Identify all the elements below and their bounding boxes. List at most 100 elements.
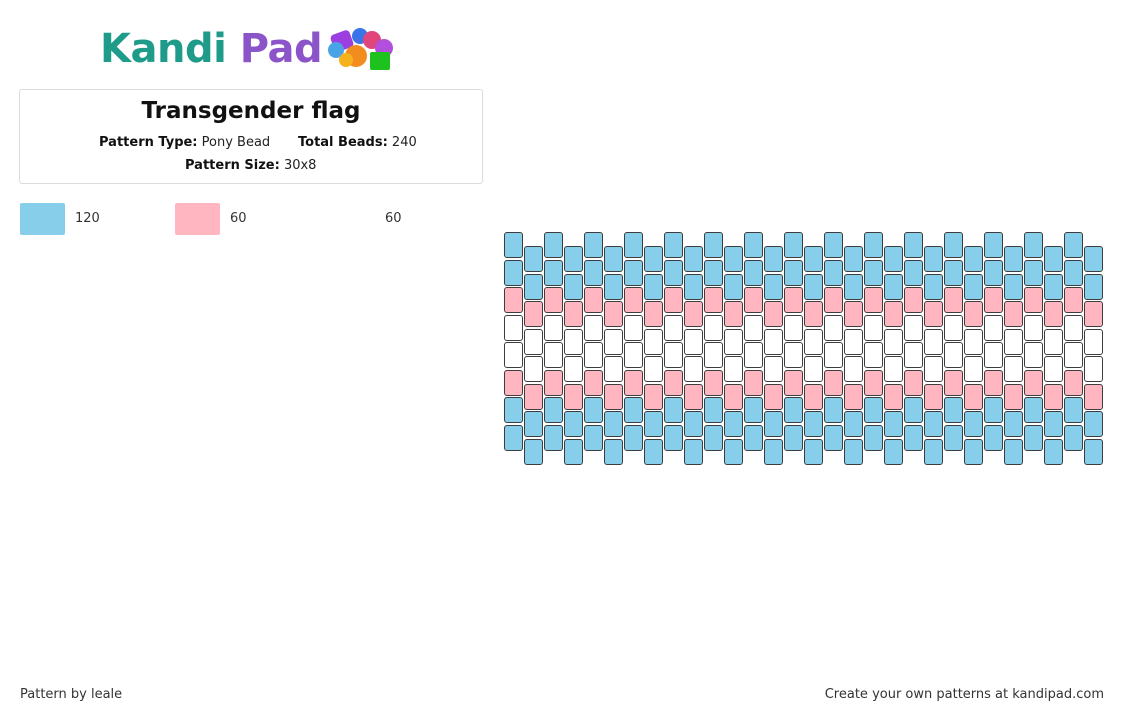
bead (504, 315, 523, 341)
bead (624, 260, 643, 286)
total-beads-value: 240 (391, 135, 417, 150)
bead (964, 439, 983, 465)
bead (984, 425, 1003, 451)
bead (944, 315, 963, 341)
bead (1064, 342, 1083, 368)
bead (584, 287, 603, 313)
bead (684, 384, 703, 410)
bead (684, 356, 703, 382)
bead (764, 329, 783, 355)
bead (704, 397, 723, 423)
bead (704, 260, 723, 286)
bead (604, 356, 623, 382)
logo-text-pad: Pad (239, 26, 323, 72)
total-beads-label: Total Beads: (298, 135, 388, 150)
bead (984, 232, 1003, 258)
bead (924, 274, 943, 300)
bead (904, 315, 923, 341)
bead (1004, 356, 1023, 382)
bead (604, 301, 623, 327)
bead (804, 274, 823, 300)
bead (1044, 274, 1063, 300)
bead (984, 315, 1003, 341)
bead (684, 329, 703, 355)
bead (924, 301, 943, 327)
bead (824, 425, 843, 451)
bead (884, 356, 903, 382)
bead (504, 397, 523, 423)
bead (544, 425, 563, 451)
bead (964, 384, 983, 410)
bead (564, 411, 583, 437)
bead (764, 356, 783, 382)
bead (684, 411, 703, 437)
bead (1064, 397, 1083, 423)
bead (964, 411, 983, 437)
kandipad-logo[interactable]: Kandi Pad (100, 24, 410, 76)
bead (984, 342, 1003, 368)
logo-text-kandi: Kandi (100, 26, 227, 72)
bead (784, 370, 803, 396)
legend-count-blue: 120 (75, 211, 100, 226)
bead (924, 411, 943, 437)
bead (1004, 329, 1023, 355)
bead (864, 232, 883, 258)
bead (824, 342, 843, 368)
bead (644, 274, 663, 300)
bead (944, 425, 963, 451)
bead (764, 274, 783, 300)
beads-logo-icon (328, 28, 393, 70)
bead (804, 329, 823, 355)
bead (564, 356, 583, 382)
bead (664, 232, 683, 258)
bead (904, 287, 923, 313)
bead (1064, 232, 1083, 258)
bead (504, 232, 523, 258)
bead (984, 370, 1003, 396)
bead (644, 246, 663, 272)
bead (1084, 246, 1103, 272)
bead (524, 301, 543, 327)
bead (824, 370, 843, 396)
bead (684, 301, 703, 327)
bead (724, 274, 743, 300)
bead (744, 287, 763, 313)
bead (764, 411, 783, 437)
bead (824, 287, 843, 313)
bead (864, 315, 883, 341)
bead (1004, 246, 1023, 272)
bead (1084, 301, 1103, 327)
bead (944, 370, 963, 396)
bead (604, 411, 623, 437)
bead (704, 425, 723, 451)
bead (664, 260, 683, 286)
bead (564, 274, 583, 300)
bead-pattern-grid (503, 231, 1104, 468)
bead (644, 411, 663, 437)
bead (784, 232, 803, 258)
bead (584, 425, 603, 451)
legend-swatch-blue (20, 203, 65, 235)
bead (984, 260, 1003, 286)
bead (1084, 439, 1103, 465)
bead (704, 342, 723, 368)
bead (544, 260, 563, 286)
bead (924, 384, 943, 410)
kandipad-promo-link[interactable]: Create your own patterns at kandipad.com (824, 687, 1104, 702)
bead (624, 287, 643, 313)
bead (1084, 329, 1103, 355)
bead (1044, 329, 1063, 355)
bead (704, 232, 723, 258)
pattern-credit: Pattern by leale (20, 687, 123, 702)
bead (904, 260, 923, 286)
bead (944, 232, 963, 258)
pattern-type-value: Pony Bead (201, 135, 271, 150)
logo-wordmark: Kandi Pad (100, 26, 323, 72)
bead (524, 384, 543, 410)
bead (544, 342, 563, 368)
bead (864, 287, 883, 313)
bead (744, 315, 763, 341)
bead (524, 274, 543, 300)
bead (584, 397, 603, 423)
bead (724, 356, 743, 382)
